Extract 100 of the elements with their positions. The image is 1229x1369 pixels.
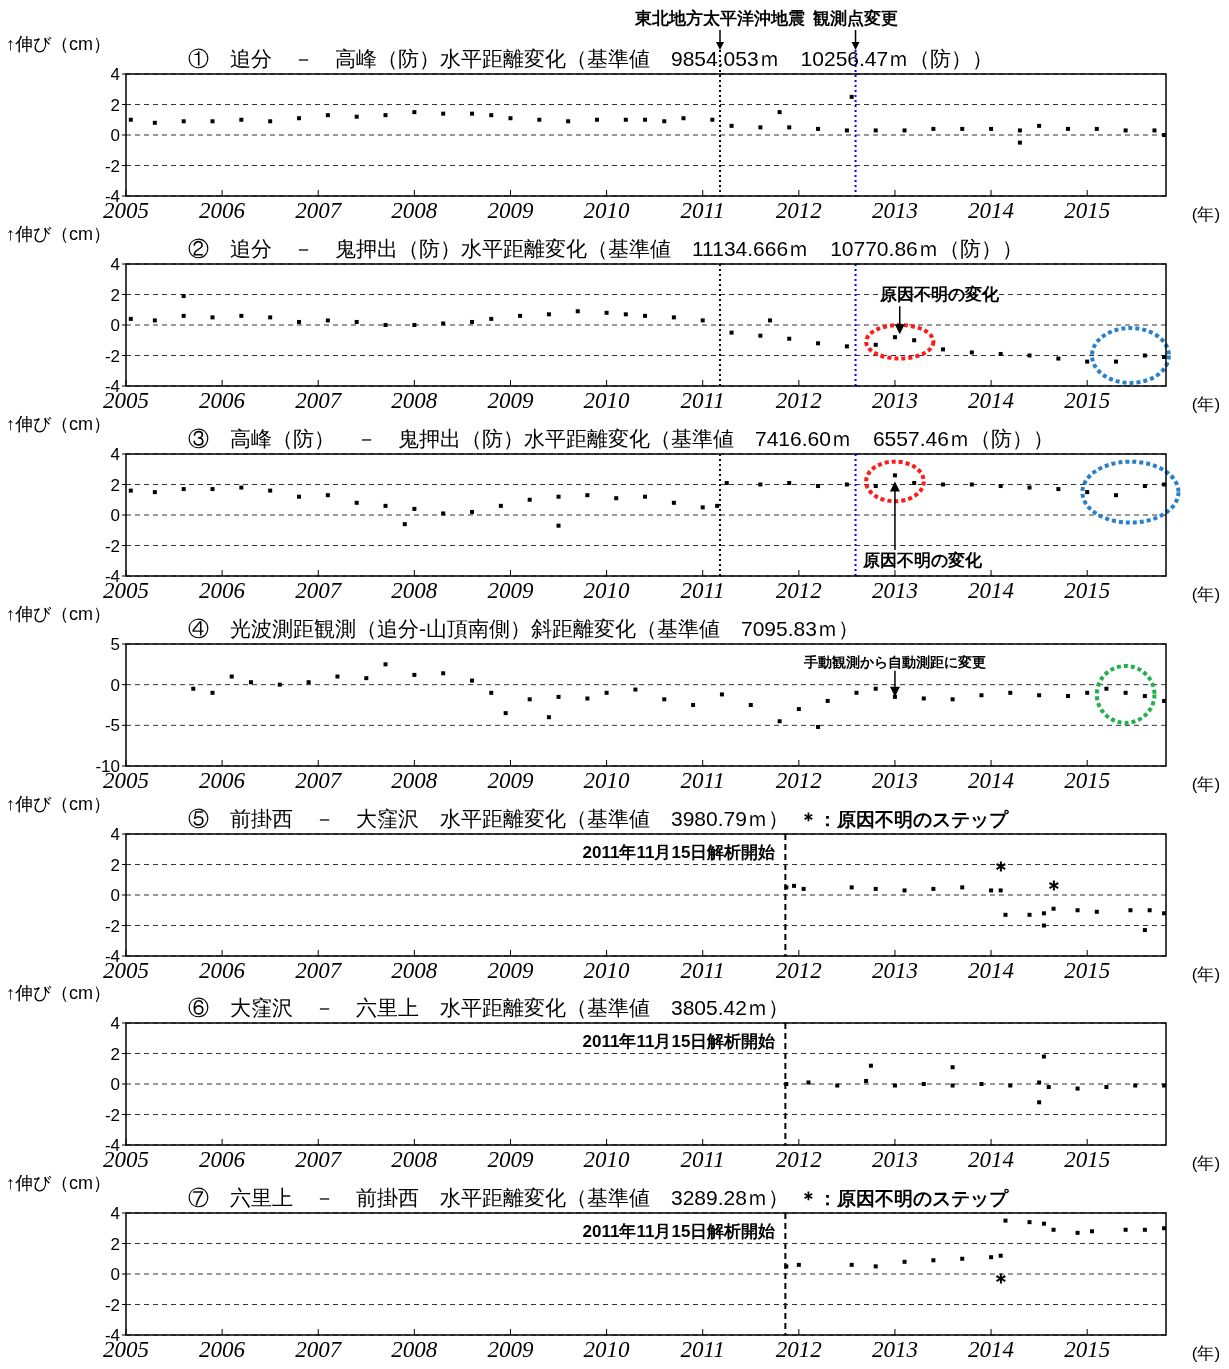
point (1104, 686, 1109, 691)
y-tick-label: -2 (104, 1105, 120, 1125)
x-axis-title: (年) (1191, 965, 1221, 984)
point (816, 341, 821, 346)
point (1089, 1229, 1094, 1234)
point (921, 696, 926, 701)
point (181, 119, 186, 124)
x-tick-label: 2008 (391, 388, 438, 413)
point (758, 482, 763, 487)
point (784, 1264, 789, 1269)
point (844, 482, 849, 487)
point (758, 125, 763, 130)
point (1008, 1083, 1013, 1088)
ref-line-label: 2011年11月15日解析開始 (582, 843, 777, 862)
x-tick-label: 2015 (1064, 1337, 1111, 1362)
point (950, 1083, 955, 1088)
point (758, 333, 763, 338)
y-tick-label: -2 (104, 156, 120, 176)
point (364, 676, 369, 681)
x-tick-label: 2011 (680, 1147, 725, 1172)
point (979, 693, 984, 698)
point (604, 310, 609, 315)
point (816, 484, 821, 489)
y-tick-label: 0 (110, 1075, 120, 1094)
y-tick-label: 2 (110, 1044, 120, 1064)
point (210, 487, 215, 492)
point (902, 128, 907, 133)
point (503, 711, 508, 716)
y-tick-label: 4 (110, 65, 120, 84)
point (873, 342, 878, 347)
y-axis-title: ↑伸び（cm） (6, 414, 111, 434)
chart-title: ① 追分 － 高峰（防）水平距離変化（基準値 9854.053ｍ 10256.47ｍ（防）） (188, 47, 994, 70)
x-tick-label: 2007 (295, 768, 343, 793)
point (643, 313, 648, 318)
point (1114, 493, 1119, 498)
point (902, 1259, 907, 1264)
y-axis-title: ↑伸び（cm） (6, 983, 111, 1003)
x-tick-label: 2010 (583, 958, 631, 983)
x-axis-title: (年) (1191, 585, 1221, 604)
point (671, 500, 676, 505)
point (1017, 140, 1022, 145)
point (1027, 485, 1032, 490)
point (1075, 1230, 1080, 1235)
x-tick-label: 2008 (391, 578, 438, 603)
point (969, 350, 974, 355)
x-tick-label: 2011 (680, 388, 725, 413)
point (1065, 694, 1070, 699)
point (950, 1065, 955, 1070)
y-tick-label: 2 (110, 855, 120, 875)
point (1056, 356, 1061, 361)
point (873, 484, 878, 489)
x-tick-label: 2010 (583, 198, 631, 223)
point (268, 315, 273, 320)
point (152, 318, 157, 323)
point (1114, 359, 1119, 364)
x-tick-label: 2013 (871, 1337, 918, 1362)
point (181, 487, 186, 492)
x-tick-label: 2009 (487, 388, 534, 413)
y-tick-label: 0 (110, 675, 120, 695)
x-tick-label: 2007 (295, 198, 343, 223)
y-tick-label: 2 (110, 475, 120, 495)
point (1128, 908, 1133, 913)
point (643, 494, 648, 499)
point (354, 319, 359, 324)
x-tick-label: 2010 (583, 1147, 631, 1172)
y-tick-label: 0 (110, 506, 120, 525)
x-tick-label: 2006 (199, 768, 246, 793)
y-tick-label: 4 (110, 1014, 120, 1033)
annotation: ＊ (989, 1268, 1012, 1294)
point (960, 1256, 965, 1261)
point (306, 680, 311, 685)
point (1041, 923, 1046, 928)
point (729, 123, 734, 128)
point (1152, 128, 1157, 133)
point (864, 1078, 869, 1083)
ref-line-label: 2011年11月15日解析開始 (582, 1222, 777, 1241)
annotation: 原因不明の変化 (879, 285, 1001, 305)
point (556, 494, 561, 499)
point (575, 309, 580, 314)
x-tick-label: 2008 (391, 198, 438, 223)
point (623, 117, 628, 122)
point (325, 113, 330, 118)
point (325, 318, 330, 323)
point (1027, 1220, 1032, 1225)
chart-title: ② 追分 － 鬼押出（防）水平距離変化（基準値 11134.666ｍ 10770.86ｍ（防）） (188, 237, 1023, 260)
point (239, 313, 244, 318)
point (1056, 487, 1061, 492)
point (941, 482, 946, 487)
point (268, 119, 273, 124)
point (585, 493, 590, 498)
x-tick-label: 2011 (680, 958, 725, 983)
point (128, 117, 133, 122)
point (849, 885, 854, 890)
annotation: ＊ (989, 857, 1012, 883)
x-tick-label: 2007 (295, 1337, 343, 1362)
point (335, 674, 340, 679)
x-tick-label: 2012 (775, 198, 822, 223)
y-tick-label: 2 (110, 1234, 120, 1254)
chart-title: ⑥ 大窪沢 － 六里上 水平距離変化（基準値 3805.42ｍ） (188, 996, 789, 1019)
point (787, 480, 792, 485)
